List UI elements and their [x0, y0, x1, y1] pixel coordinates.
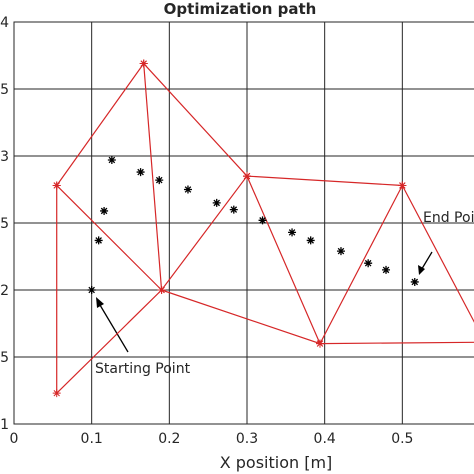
annotation: End Point [423, 210, 474, 226]
point [258, 216, 267, 225]
path-line [56, 61, 474, 395]
x-tick-label: 0.3 [236, 431, 258, 447]
y-tick-label: 3 [0, 149, 9, 165]
point [107, 156, 116, 165]
point [183, 185, 192, 194]
point [87, 286, 96, 294]
y-tick-label: 5 [0, 350, 9, 366]
point [336, 247, 345, 256]
x-tick-label: 0 [10, 431, 19, 447]
arrow-head [418, 265, 425, 275]
point [100, 206, 109, 215]
vertex-marker [139, 59, 148, 68]
vertex-marker [316, 339, 325, 348]
point [136, 168, 145, 177]
point [94, 236, 103, 245]
annotation: Starting Point [95, 361, 191, 377]
chart-title: Optimization path [164, 0, 317, 18]
y-tick-label: 5 [0, 216, 9, 232]
y-tick-label: 1 [0, 417, 9, 433]
y-tick-label: 2 [0, 283, 9, 299]
point [410, 277, 419, 286]
point [155, 176, 164, 185]
vertex-marker [52, 181, 61, 190]
arrow-head [96, 297, 104, 308]
plot-frame [13, 21, 474, 425]
x-tick-label: 0.5 [391, 431, 413, 447]
point [229, 205, 238, 214]
point [306, 236, 315, 245]
point [382, 265, 391, 274]
x-tick-label: 0.2 [158, 431, 180, 447]
vertex-marker [243, 172, 251, 181]
vertex-marker [157, 286, 166, 294]
x-tick-label: 0.1 [81, 431, 103, 447]
vertex-marker [52, 389, 61, 398]
point [212, 198, 221, 207]
vertex-marker [398, 181, 407, 190]
arrow [96, 299, 129, 353]
point [288, 228, 297, 237]
x-axis-label: X position [m] [220, 453, 333, 472]
x-tick-label: 0.4 [314, 431, 336, 447]
point [364, 259, 373, 268]
y-tick-label: 5 [0, 82, 9, 98]
y-tick-label: 4 [0, 15, 9, 31]
